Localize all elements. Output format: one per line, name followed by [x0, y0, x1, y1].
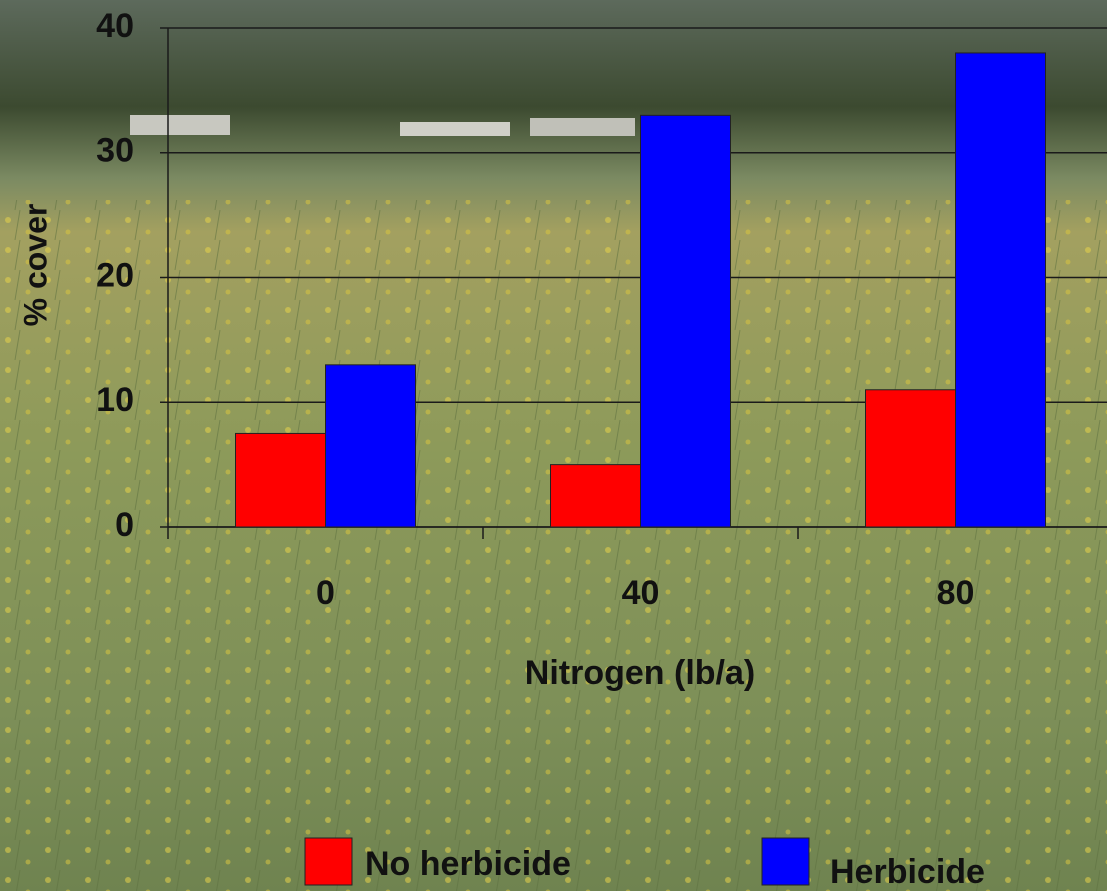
y-tick-label: 10	[96, 381, 134, 419]
legend-label: Herbicide	[830, 853, 985, 891]
legend-label: No herbicide	[365, 845, 571, 883]
bar	[866, 390, 956, 527]
bar	[326, 365, 416, 527]
legend-swatch	[305, 838, 352, 885]
page: 0 10 20 30 40 0 40 80 No herbicide Herbicide Nitr…	[0, 0, 1107, 891]
bar	[956, 53, 1046, 527]
bar	[236, 433, 326, 527]
legend-swatch	[762, 838, 809, 885]
bar	[641, 115, 731, 527]
chart: 0 10 20 30 40 0 40 80 No herbicide Herbicide Nitr…	[0, 0, 1107, 891]
building	[400, 122, 510, 136]
x-tick-label: 0	[316, 574, 335, 612]
background-texture	[0, 200, 1107, 891]
y-tick-label: 40	[96, 7, 134, 45]
building	[130, 115, 230, 135]
bar	[551, 465, 641, 527]
x-tick-label: 80	[937, 574, 975, 612]
y-axis-title: % cover	[17, 204, 53, 327]
y-tick-label: 20	[96, 256, 134, 294]
y-tick-label: 30	[96, 132, 134, 170]
x-tick-label: 40	[622, 574, 660, 612]
building	[530, 118, 635, 136]
y-tick-label: 0	[115, 506, 134, 544]
x-axis-title: Nitrogen (lb/a)	[525, 654, 755, 692]
